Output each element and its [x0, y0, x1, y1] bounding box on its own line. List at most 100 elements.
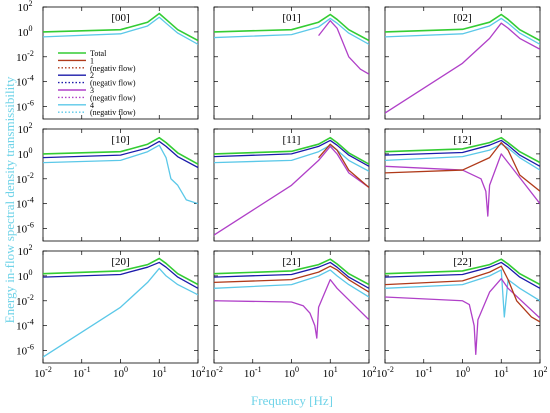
x-tick-label: 102	[533, 365, 548, 380]
x-tick-label: 10-2	[34, 365, 52, 380]
panel-01: [01]	[213, 6, 370, 120]
x-tick-label: 10-1	[244, 365, 262, 380]
series-line-s4	[43, 144, 198, 205]
legend-item: 3	[58, 86, 94, 95]
legend-label: 4	[90, 101, 94, 110]
series-line-s4	[385, 269, 540, 318]
series-line-s4	[214, 269, 369, 298]
x-tick-label: 101	[494, 365, 509, 380]
legend-label: (negativ flow)	[90, 64, 136, 73]
panel-title: [12]	[453, 134, 471, 146]
series-line-s2	[214, 139, 369, 167]
x-tick-label: 101	[152, 365, 167, 380]
x-tick-label: 10-2	[205, 365, 223, 380]
series-line-s2	[385, 139, 540, 167]
y-tick-label: 10-4	[16, 74, 34, 89]
panel-11: [11]	[213, 128, 370, 242]
y-tick-label: 10-2	[16, 293, 34, 308]
legend-item: 2	[58, 71, 94, 80]
x-axis-label: Frequency [Hz]	[251, 393, 333, 408]
panel-02: [02]	[384, 6, 541, 120]
panel-title: [22]	[453, 256, 471, 268]
series-line-s2	[43, 261, 198, 289]
series-line-s1	[385, 265, 540, 323]
series-line-s2	[214, 261, 369, 289]
series-line-s1	[385, 142, 540, 192]
panel-21: 10-2 10-1 100 101 102 [21]	[205, 250, 377, 380]
panel-20: 10-2 10-1 100 101 102 10-6 10-4 10-2 100 102 [20]	[16, 243, 205, 380]
panel-22: 10-2 10-1 100 101 102 [22]	[376, 250, 548, 380]
panel-title: [11]	[283, 134, 301, 146]
legend-label: 3	[90, 86, 94, 95]
panel-title: [00]	[111, 12, 129, 24]
y-tick-label: 100	[18, 24, 33, 39]
x-tick-label: 100	[113, 365, 128, 380]
series-line-s3	[318, 20, 369, 75]
series-line-total	[385, 136, 540, 164]
x-tick-label: 10-1	[415, 365, 433, 380]
y-tick-label: 102	[18, 243, 33, 258]
legend-item: 1	[58, 56, 94, 65]
y-tick-label: 10-2	[16, 49, 34, 64]
x-tick-label: 10-2	[376, 365, 394, 380]
legend-item: (negativ flow)	[58, 108, 136, 117]
legend-item: (negativ flow)	[58, 79, 136, 88]
panel-title: [21]	[282, 256, 300, 268]
legend-label: 1	[90, 56, 94, 65]
legend-item: Total	[58, 49, 107, 58]
series-line-s3	[385, 153, 540, 217]
series-line-total	[385, 13, 540, 42]
series-line-total	[214, 136, 369, 165]
y-tick-label: 10-4	[16, 196, 34, 211]
y-tick-label: 100	[18, 146, 33, 161]
series-line-s4	[43, 267, 198, 358]
series-line-total	[214, 258, 369, 286]
series-line-total	[43, 136, 198, 165]
x-tick-label: 100	[284, 365, 299, 380]
x-tick-label: 100	[455, 365, 470, 380]
legend-item: 4	[58, 101, 94, 110]
legend-label: Total	[90, 49, 107, 58]
series-line-s4	[43, 16, 198, 45]
panel-title: [10]	[111, 134, 129, 146]
series-line-s4	[385, 17, 540, 45]
series-line-s1	[318, 143, 369, 188]
y-tick-label: 10-6	[16, 343, 34, 358]
series-line-s3	[214, 145, 369, 236]
panel-title: [01]	[282, 12, 300, 24]
series-line-s4	[214, 17, 369, 45]
legend-label: 2	[90, 71, 94, 80]
x-tick-label: 10-1	[73, 365, 91, 380]
y-tick-label: 10-2	[16, 171, 34, 186]
panel-10: 10-6 10-4 10-2 100 102 [10]	[16, 121, 199, 242]
legend-item: (negativ flow)	[58, 93, 136, 102]
panel-12: [12]	[384, 128, 541, 242]
series-line-s1	[214, 265, 369, 293]
series-line-s2	[385, 261, 540, 289]
series-line-s2	[43, 140, 198, 169]
y-tick-label: 10-6	[16, 221, 34, 236]
series-line-total	[385, 258, 540, 286]
x-tick-label: 102	[362, 365, 377, 380]
y-tick-label: 10-4	[16, 318, 34, 333]
y-tick-label: 10-6	[16, 99, 34, 114]
y-tick-label: 102	[18, 0, 33, 14]
series-line-total	[43, 257, 198, 286]
legend-item: (negativ flow)	[58, 64, 136, 73]
series-line-s3	[214, 278, 369, 339]
y-tick-label: 100	[18, 268, 33, 283]
legend-label: (negativ flow)	[90, 93, 136, 102]
series-line-s3	[385, 22, 540, 114]
y-tick-label: 102	[18, 121, 33, 136]
panel-title: [02]	[453, 12, 471, 24]
y-axis-label: Energy in-flow spectral density transmis…	[2, 76, 17, 323]
series-line-total	[43, 12, 198, 42]
x-tick-label: 102	[191, 365, 206, 380]
legend-label: (negativ flow)	[90, 108, 136, 117]
series-line-total	[214, 13, 369, 42]
x-tick-label: 101	[323, 365, 338, 380]
panel-title: [20]	[111, 256, 129, 268]
legend-label: (negativ flow)	[90, 79, 136, 88]
